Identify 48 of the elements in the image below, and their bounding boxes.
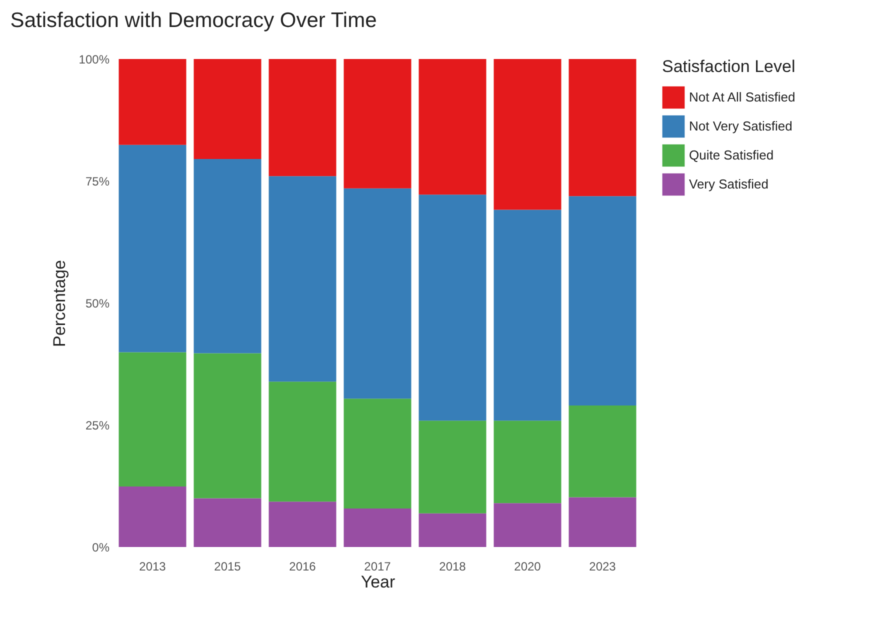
legend-label: Quite Satisfied [689,148,774,162]
bar [118,59,186,145]
bar [268,59,336,176]
bar [118,144,186,352]
bar [268,502,336,547]
bar [344,508,412,547]
x-tick-label: 2020 [514,560,542,574]
x-tick-label: 2015 [214,560,242,574]
bar [194,353,262,498]
bar [268,382,336,502]
bar [344,398,412,508]
bar [194,159,262,354]
legend-label: Not Very Satisfied [689,118,792,134]
x-axis-title: Year [360,572,396,592]
y-tick-label: 75% [85,174,110,188]
x-tick-label: 2013 [139,560,166,574]
bar [494,420,562,504]
bar [118,352,186,486]
bar [344,59,412,188]
bar [268,176,336,382]
bar [568,405,636,498]
legend-label: Not At All Satisfied [689,90,796,104]
y-tick-label: 100% [78,52,110,66]
bar [494,59,562,210]
x-tick-label: 2017 [364,560,392,574]
bar [418,194,486,421]
legend-title: Satisfaction Level [662,57,796,76]
bar [418,513,486,547]
y-tick-label: 50% [85,296,110,310]
y-tick-label: 0% [92,540,110,554]
x-tick-label: 2016 [289,560,316,574]
chart-title: Satisfaction with Democracy Over Time [10,9,377,32]
x-tick-label: 2018 [439,560,466,574]
bar [194,59,262,160]
legend-label: Very Satisfied [689,176,768,192]
bar [194,498,262,547]
bar [494,210,562,421]
bar [418,59,486,195]
bar [568,59,636,196]
bar [344,188,412,399]
bar [418,420,486,514]
x-tick-label: 2023 [589,560,616,574]
bar [118,486,186,547]
bar [568,196,636,406]
y-tick-label: 25% [85,418,110,432]
y-axis-title: Percentage [50,260,69,347]
bar [494,503,562,547]
bar [568,497,636,547]
